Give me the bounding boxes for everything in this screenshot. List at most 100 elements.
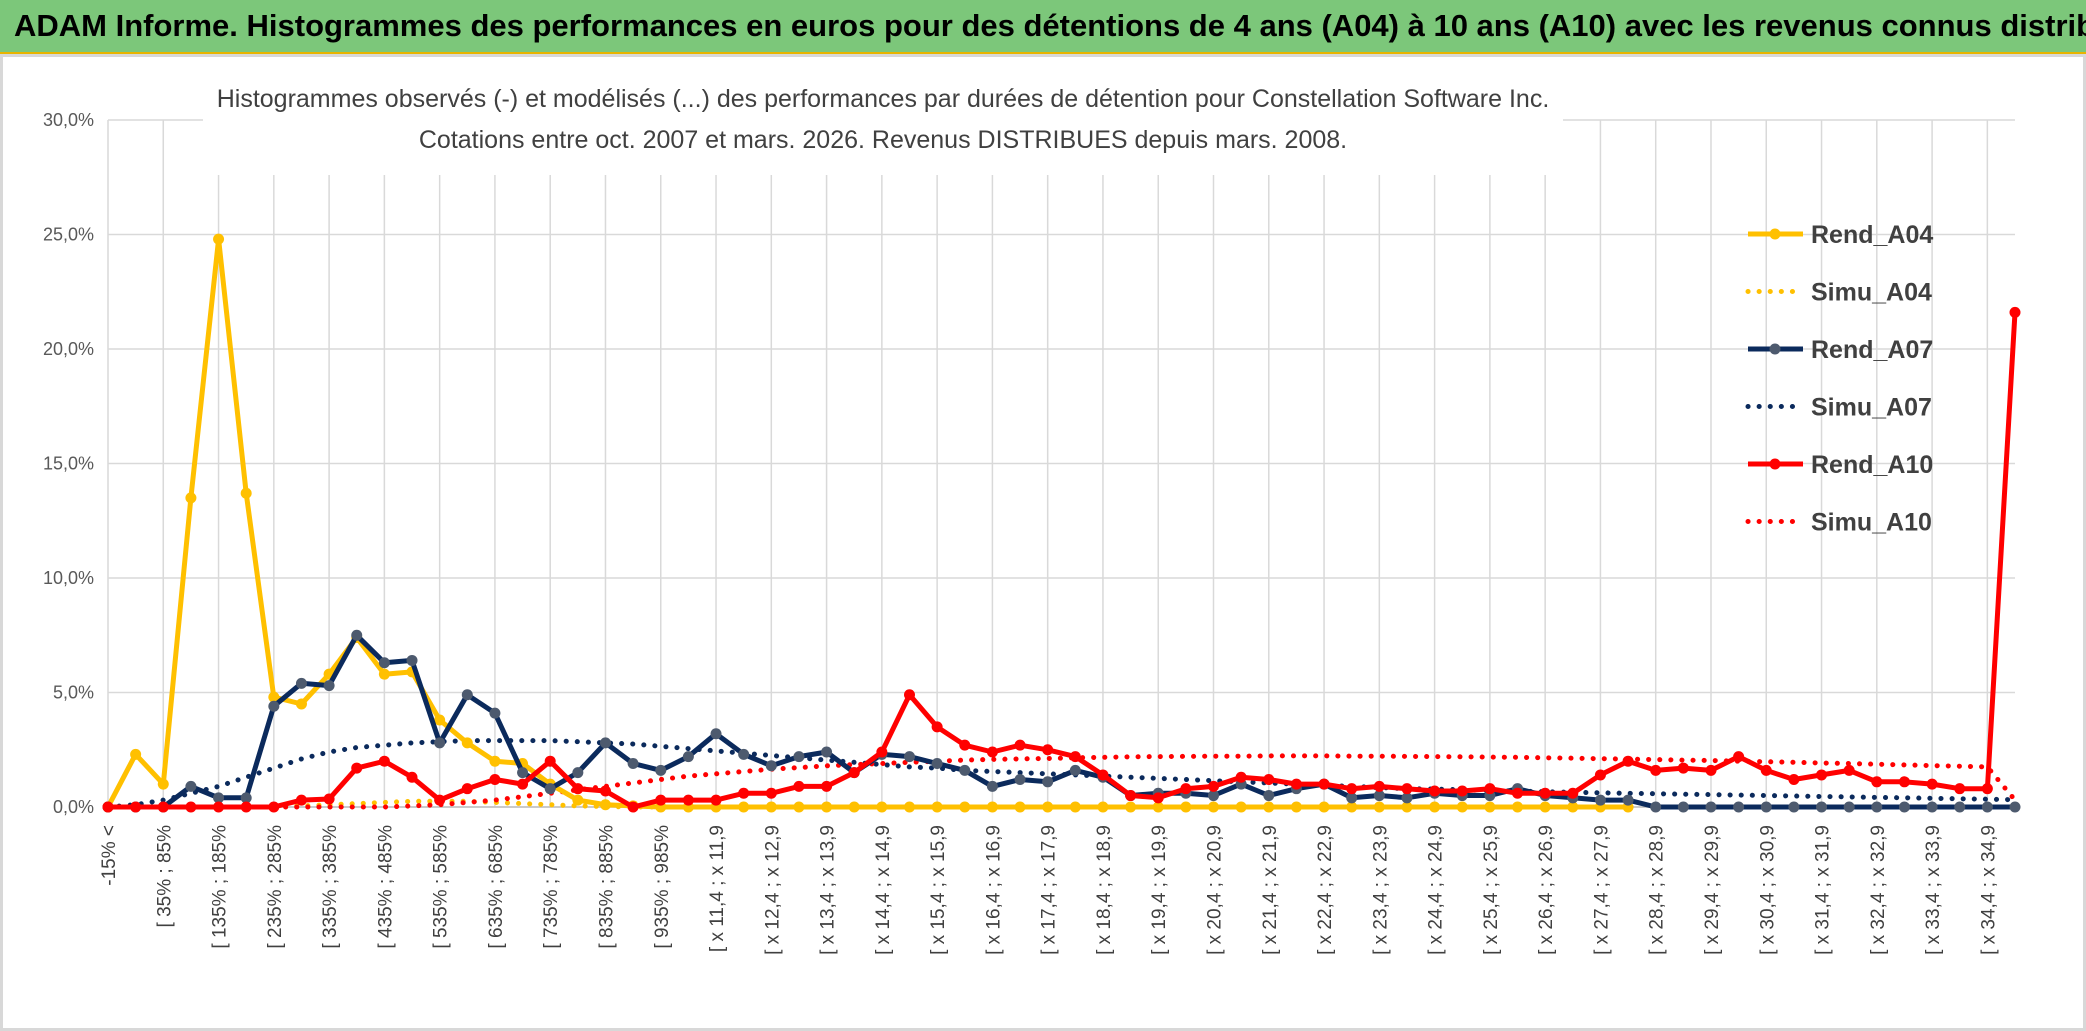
data-point-rend-a04	[1097, 801, 1109, 813]
x-tick-label: [ 635% ; 685%	[486, 825, 507, 949]
x-tick-label: [ x 13,4 ; x 13,9	[818, 825, 839, 955]
data-point-rend-a04	[434, 714, 446, 726]
data-point-rend-a10	[1125, 790, 1137, 802]
data-point-rend-a07	[599, 737, 611, 749]
data-point-rend-a10	[517, 778, 529, 790]
data-point-rend-a07	[1677, 801, 1689, 813]
x-tick-label: [ x 16,4 ; x 16,9	[983, 825, 1004, 955]
data-point-rend-a10	[1733, 751, 1745, 763]
x-tick-label: [ x 19,4 ; x 19,9	[1149, 825, 1170, 955]
data-point-rend-a10	[1871, 776, 1883, 788]
data-point-rend-a04	[240, 487, 252, 499]
data-point-rend-a10	[1014, 739, 1026, 751]
data-point-rend-a07	[2009, 801, 2021, 813]
data-point-rend-a10	[1843, 764, 1855, 776]
data-point-rend-a10	[102, 801, 114, 813]
data-point-rend-a04	[1429, 801, 1441, 813]
data-point-rend-a07	[931, 757, 943, 769]
x-tick-label: [ x 22,4 ; x 22,9	[1315, 825, 1336, 955]
data-point-rend-a07	[351, 629, 363, 641]
chart-title: Histogrammes observés (-) et modélisés (…	[217, 85, 1550, 113]
x-tick-label: [ x 31,4 ; x 31,9	[1813, 825, 1834, 955]
data-point-rend-a10	[1622, 755, 1634, 767]
data-point-rend-a04	[1484, 801, 1496, 813]
data-point-rend-a07	[627, 757, 639, 769]
y-tick-label: 20,0%	[43, 339, 94, 359]
y-tick-label: 5,0%	[53, 683, 94, 703]
x-tick-label: [ x 29,4 ; x 29,9	[1702, 825, 1723, 955]
data-point-rend-a04	[1346, 801, 1358, 813]
data-point-rend-a10	[1926, 778, 1938, 790]
data-point-rend-a07	[1926, 801, 1938, 813]
x-tick-label: [ x 15,4 ; x 15,9	[928, 825, 949, 955]
y-tick-label: 0,0%	[53, 797, 94, 817]
x-tick-label: [ x 11,4 ; x 11,9	[707, 825, 728, 952]
data-point-rend-a07	[1981, 801, 1993, 813]
legend-entry-rend-a10: Rend_A10	[1748, 451, 1933, 479]
data-point-rend-a10	[710, 794, 722, 806]
series-line-simu-a07	[105, 738, 2018, 810]
data-point-rend-a04	[1290, 801, 1302, 813]
data-point-rend-a07	[793, 751, 805, 763]
series-simu-a10	[105, 753, 2018, 810]
data-point-rend-a07	[295, 677, 307, 689]
data-point-rend-a07	[434, 737, 446, 749]
data-point-rend-a10	[268, 801, 280, 813]
legend-marker	[1769, 458, 1781, 470]
data-point-rend-a10	[1816, 769, 1828, 781]
data-point-rend-a07	[1346, 792, 1358, 804]
data-point-rend-a07	[378, 657, 390, 669]
series-line-simu-a10	[105, 753, 2018, 810]
series-rend-a04	[102, 233, 1634, 813]
data-point-rend-a04	[1512, 801, 1524, 813]
x-tick-label: [ 335% ; 385%	[320, 825, 341, 949]
legend-label: Rend_A10	[1811, 451, 1933, 479]
x-tick-label: [ x 30,4 ; x 30,9	[1757, 825, 1778, 955]
x-tick-label: [ x 34,4 ; x 34,9	[1978, 825, 1999, 955]
data-point-rend-a10	[378, 755, 390, 767]
data-point-rend-a07	[682, 751, 694, 763]
data-point-rend-a04	[1180, 801, 1192, 813]
data-point-rend-a10	[655, 794, 667, 806]
data-point-rend-a04	[765, 801, 777, 813]
data-point-rend-a04	[185, 492, 197, 504]
data-point-rend-a07	[213, 792, 225, 804]
data-point-rend-a10	[1760, 764, 1772, 776]
data-point-rend-a10	[627, 801, 639, 813]
x-tick-label: [ x 27,4 ; x 27,9	[1591, 825, 1612, 955]
x-tick-label: [ x 21,4 ; x 21,9	[1260, 825, 1281, 955]
data-point-rend-a10	[130, 801, 142, 813]
data-point-rend-a07	[1843, 801, 1855, 813]
x-tick-label: [ x 28,4 ; x 28,9	[1647, 825, 1668, 955]
data-point-rend-a10	[903, 689, 915, 701]
data-point-rend-a10	[738, 787, 750, 799]
data-point-rend-a04	[1456, 801, 1468, 813]
x-axis: -15% < [ 35% ; 85% [ 135% ; 185% [ 235% ; 2…	[99, 806, 2015, 955]
data-point-rend-a10	[1512, 787, 1524, 799]
data-point-rend-a07	[1594, 794, 1606, 806]
data-point-rend-a07	[268, 700, 280, 712]
series-rend-a07	[102, 629, 2021, 813]
x-tick-label: [ x 24,4 ; x 24,9	[1426, 825, 1447, 955]
x-tick-label: [ x 18,4 ; x 18,9	[1094, 825, 1115, 955]
data-point-rend-a10	[1981, 783, 1993, 795]
data-point-rend-a10	[572, 783, 584, 795]
data-point-rend-a04	[130, 748, 142, 760]
data-point-rend-a10	[1069, 751, 1081, 763]
chart-area: 0,0% 5,0% 10,0% 15,0% 20,0% 25,0% 30,0% -15% <…	[0, 54, 2086, 1031]
data-point-rend-a07	[1733, 801, 1745, 813]
data-point-rend-a04	[986, 801, 998, 813]
series-line-rend-a10	[108, 312, 2018, 810]
legend-entry-rend-a04: Rend_A04	[1748, 221, 1933, 249]
data-point-rend-a07	[738, 748, 750, 760]
data-point-rend-a10	[213, 801, 225, 813]
series-simu-a07	[105, 738, 2018, 810]
data-point-rend-a10	[1954, 783, 1966, 795]
data-point-rend-a07	[240, 792, 252, 804]
data-point-rend-a10	[323, 793, 335, 805]
data-point-rend-a10	[1290, 778, 1302, 790]
data-point-rend-a04	[489, 755, 501, 767]
data-point-rend-a10	[544, 755, 556, 767]
series-layer	[102, 233, 2021, 813]
data-point-rend-a07	[572, 767, 584, 779]
